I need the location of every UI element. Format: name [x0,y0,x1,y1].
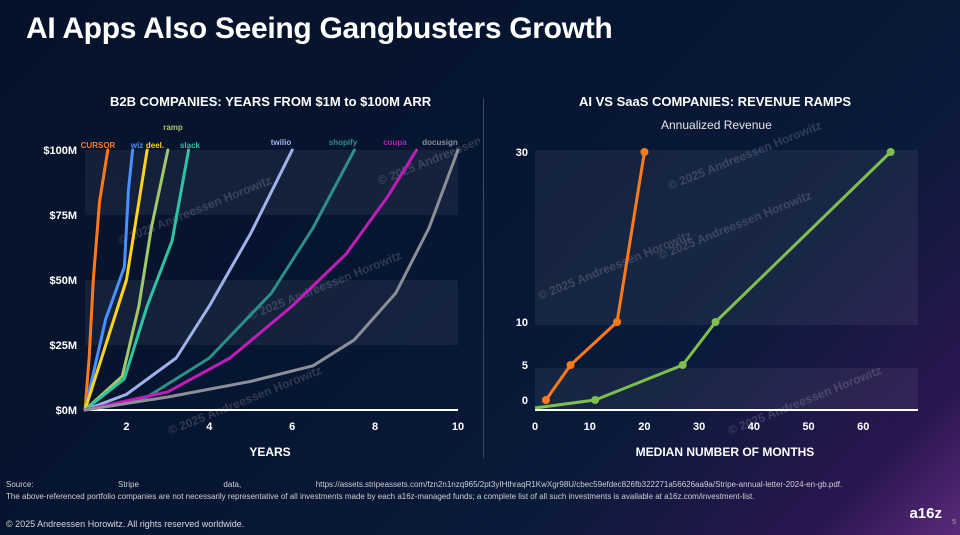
left-x-tick: 2 [123,421,129,433]
left-y-tick: $25M [49,340,77,352]
copyright: © 2025 Andreessen Horowitz. All rights r… [6,519,245,529]
right-x-tick: 0 [532,421,538,433]
left-x-tick: 4 [206,421,213,433]
page-number: 5 [952,519,956,526]
right-x-tick: 60 [857,421,869,433]
left-y-tick: $75M [49,210,77,222]
a16z-logo: a16z [909,505,942,522]
right-y-tick: 30 [516,147,528,159]
left-y-tick: $50M [49,275,77,287]
legend-label: deel. [146,141,164,150]
right-x-tick: 30 [693,421,705,433]
legend-label: coupa [383,138,407,147]
right-series-point [678,361,687,369]
left-x-tick: 10 [452,421,464,433]
watermark: © 2025 Andreessen Horowitz [166,363,324,438]
right-x-axis-label: MEDIAN NUMBER OF MONTHS [636,445,815,459]
right-series-line-ai [544,151,646,401]
right-chart-title: AI VS SaaS COMPANIES: REVENUE RAMPS [579,94,852,109]
legend-label: CURSOR [81,141,116,150]
page-title: AI Apps Also Seeing Gangbusters Growth [26,12,613,45]
right-x-tick: 10 [584,421,596,433]
source-label: Source: [6,480,34,489]
right-y-tick: 0 [522,395,528,407]
source-line: Source: Stripe data, https://assets.stri… [6,480,842,489]
right-series-point [640,148,649,156]
right-series-point [711,318,720,326]
right-series-point [591,396,600,404]
left-x-tick: 6 [289,421,295,433]
legend-label: twilio [271,138,292,147]
left-series-line-docusign [83,148,460,412]
right-y-tick: 5 [522,360,528,372]
right-x-tick: 20 [638,421,650,433]
right-series-point [566,361,575,369]
source-name: Stripe [118,480,139,489]
legend-label: slack [180,141,201,150]
source-url: https://assets.stripeassets.com/fzn2n1nz… [315,480,843,489]
left-x-axis-label: YEARS [249,445,290,459]
right-chart: © 2025 Andreessen Horowitz© 2025 Andrees… [516,118,918,459]
right-band-0 [535,150,918,325]
legend-label: shopify [329,138,358,147]
right-y-tick: 10 [516,317,528,329]
left-chart: © 2025 Andreessen Horowitz© 2025 Andrees… [43,113,480,459]
legend-label: wiz [130,141,143,150]
left-y-tick: $100M [43,145,77,157]
right-band-1 [535,368,918,410]
source-word: data, [223,480,242,489]
left-y-tick: $0M [56,405,77,417]
disclaimer: The above-referenced portfolio companies… [6,492,755,501]
right-series-point [613,318,622,326]
right-x-tick: 40 [748,421,760,433]
legend-label: ramp [163,123,183,132]
chart-divider [483,98,484,458]
right-x-tick: 50 [802,421,814,433]
legend-label: docusign [422,138,458,147]
left-chart-title: B2B COMPANIES: YEARS FROM $1M to $100M A… [110,94,432,109]
right-series-point [886,148,895,156]
right-series-point [541,396,550,404]
left-x-tick: 8 [372,421,378,433]
right-chart-subtitle: Annualized Revenue [661,118,772,132]
left-series-line-twilio [83,148,294,412]
